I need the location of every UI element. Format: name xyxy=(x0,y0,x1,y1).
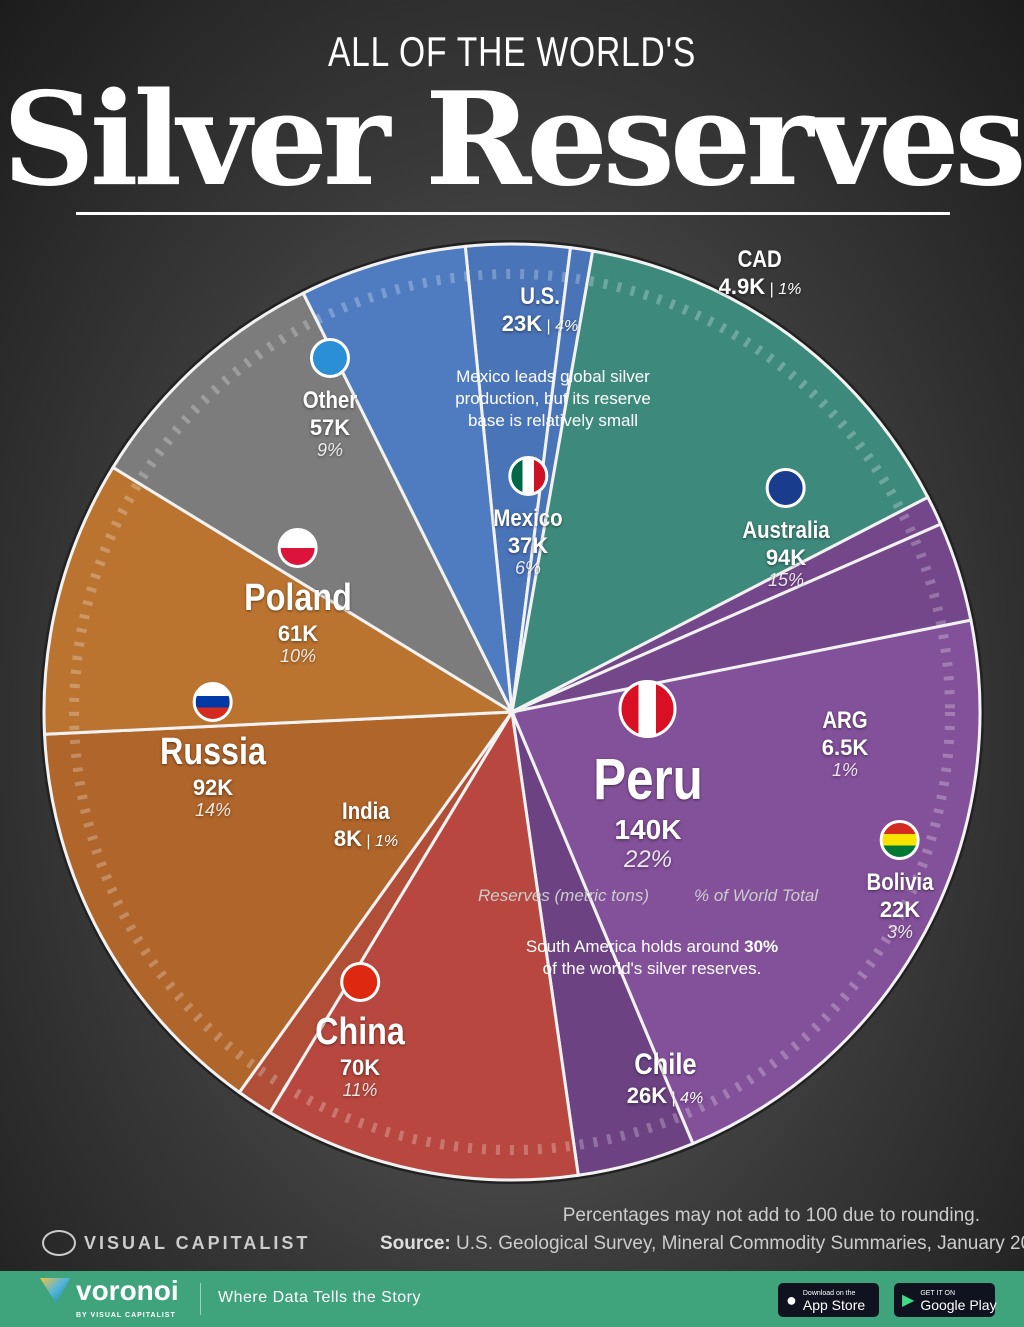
label-arg: ARG 6.5K 1% xyxy=(818,707,871,781)
label-name: U.S. xyxy=(520,283,560,310)
label-australia: Australia 94K 15% xyxy=(735,468,838,591)
label-name: China xyxy=(315,1011,405,1054)
visual-capitalist-logo: VISUAL CAPITALIST xyxy=(42,1230,310,1256)
label-name: Russia xyxy=(160,731,266,774)
kicker: ALL OF THE WORLD'S xyxy=(327,28,697,75)
label-value: 22K xyxy=(879,896,921,922)
label-pct: 6% xyxy=(514,558,541,579)
label-pct: 9% xyxy=(316,440,344,461)
label-pct: 4% xyxy=(555,317,579,335)
footer-bar: voronoi BY VISUAL CAPITALIST Where Data … xyxy=(0,1271,1024,1327)
voronoi-logo[interactable]: voronoi xyxy=(40,1277,179,1305)
label-value: 37K xyxy=(507,532,549,558)
flag-peru-icon xyxy=(618,680,677,738)
slice-poland xyxy=(42,465,517,736)
flag-mexico-icon xyxy=(508,456,548,496)
voronoi-logo-icon xyxy=(40,1278,70,1304)
label-china: China 70K 11% xyxy=(307,962,413,1101)
legend-pct: % of World Total xyxy=(694,886,819,905)
label-name: Poland xyxy=(244,577,352,620)
label-value: 70K xyxy=(339,1055,381,1081)
slice-australia xyxy=(510,249,930,715)
slice-russia xyxy=(42,710,516,1095)
label-name: Australia xyxy=(742,517,830,545)
label-name: Other xyxy=(302,387,358,415)
vc-logo-icon xyxy=(42,1230,76,1256)
label-russia: Russia 92K 14% xyxy=(151,682,276,821)
apple-icon: ● xyxy=(786,1289,797,1310)
slice-other xyxy=(110,291,516,717)
slice-china xyxy=(267,707,580,1182)
label-india: India 8K | 1% xyxy=(333,798,399,851)
label-name: Mexico xyxy=(493,505,563,533)
label-value: 8K xyxy=(333,825,362,851)
rounding-note: Percentages may not add to 100 due to ro… xyxy=(562,1205,980,1226)
globe-icon xyxy=(309,338,350,378)
flag-poland-icon xyxy=(278,528,318,568)
label-value: 57K xyxy=(309,414,351,440)
slice-peru xyxy=(509,618,982,1146)
page-title: Silver Reserves xyxy=(2,65,1024,215)
label-value: 26K xyxy=(626,1082,668,1108)
app-store-button[interactable]: ● Download on the App Store xyxy=(778,1283,879,1317)
flag-russia-icon xyxy=(193,682,233,722)
label-chile: Chile 26K | 4% xyxy=(626,1048,704,1108)
label-value: 61K xyxy=(277,621,319,647)
label-value: 4.9K xyxy=(718,273,766,299)
label-pct: 1% xyxy=(831,759,858,780)
title-rule xyxy=(76,212,950,215)
label-value: 94K xyxy=(765,544,807,570)
label-pct: 14% xyxy=(194,800,232,821)
south-america-note: South America holds around 30% of the wo… xyxy=(525,937,779,979)
label-value: 6.5K xyxy=(821,734,869,760)
label-name: India xyxy=(342,798,390,825)
label-name: Peru xyxy=(593,747,703,813)
tagline: Where Data Tells the Story xyxy=(218,1289,422,1306)
label-value: 140K xyxy=(614,814,682,846)
legend-reserves: Reserves (metric tons) xyxy=(478,886,649,905)
label-pct: 11% xyxy=(342,1080,378,1101)
label-pct: 22% xyxy=(623,846,673,874)
divider xyxy=(200,1283,201,1315)
label-cad: CAD 4.9K | 1% xyxy=(718,246,802,299)
label-name: Bolivia xyxy=(866,869,934,897)
source-note: Source: U.S. Geological Survey, Mineral … xyxy=(380,1233,1024,1254)
flag-bolivia-icon xyxy=(879,820,920,860)
coin-bead-ring xyxy=(69,269,955,1155)
label-other: Other 57K 9% xyxy=(298,338,362,461)
voronoi-by: BY VISUAL CAPITALIST xyxy=(76,1312,176,1319)
label-value: 92K xyxy=(192,775,234,801)
label-us: U.S. 23K | 4% xyxy=(501,283,579,336)
google-play-button[interactable]: ▶ GET IT ON Google Play xyxy=(894,1283,997,1317)
label-name: ARG xyxy=(822,707,868,734)
flag-china-icon xyxy=(340,962,380,1002)
label-value: 23K xyxy=(501,310,543,336)
label-pct: 1% xyxy=(375,832,399,850)
label-pct: 15% xyxy=(767,570,805,591)
label-name: CAD xyxy=(737,246,783,273)
label-pct: 10% xyxy=(279,646,317,667)
play-icon: ▶ xyxy=(902,1292,915,1309)
label-name: Chile xyxy=(633,1048,697,1081)
label-mexico: Mexico 37K 6% xyxy=(487,456,568,579)
label-pct: 4% xyxy=(680,1089,704,1107)
label-bolivia: Bolivia 22K 3% xyxy=(861,820,940,943)
flag-australia-icon xyxy=(765,468,806,508)
mexico-note: Mexico leads global silver production, b… xyxy=(455,367,651,431)
label-pct: 1% xyxy=(778,280,802,298)
slice-mexico xyxy=(301,244,514,713)
label-poland: Poland 61K 10% xyxy=(235,528,362,667)
label-peru: Peru 140K 22% xyxy=(584,680,713,874)
label-pct: 3% xyxy=(886,922,914,943)
